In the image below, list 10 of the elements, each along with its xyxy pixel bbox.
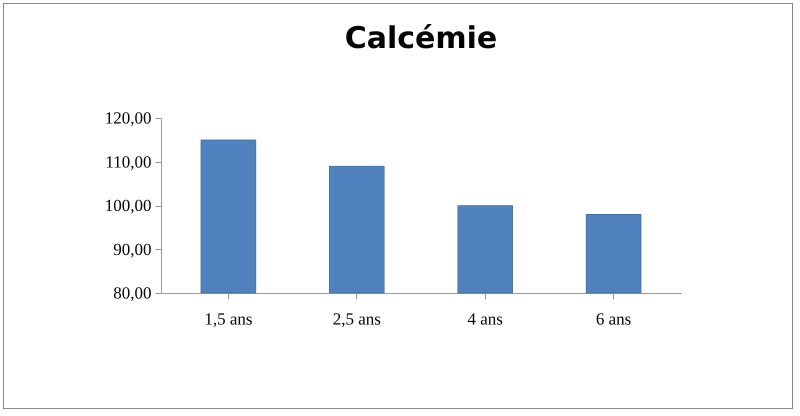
y-tick-label: 80,00	[113, 284, 152, 302]
y-tick-label: 120,00	[104, 108, 152, 128]
y-tick-label: 90,00	[113, 240, 152, 259]
y-tick-label: 110,00	[105, 152, 152, 172]
chart-title: Calcémie	[344, 21, 498, 56]
x-tick-label: 2,5 ans	[332, 310, 381, 328]
x-tick-label: 6 ans	[596, 310, 632, 328]
y-tick-label: 100,00	[104, 196, 152, 215]
x-tick-label: 1,5 ans	[204, 310, 252, 328]
x-tick-label: 4 ans	[467, 310, 503, 328]
